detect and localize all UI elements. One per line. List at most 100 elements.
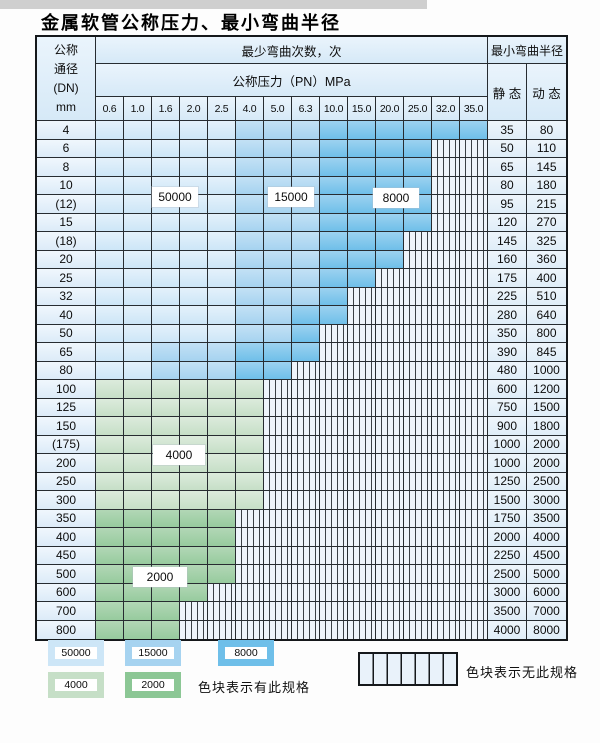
spec-cell bbox=[292, 343, 320, 362]
spec-cell bbox=[236, 398, 264, 417]
static-value-cell: 80 bbox=[488, 176, 527, 195]
no-spec-cell bbox=[432, 398, 460, 417]
spec-cell bbox=[208, 213, 236, 232]
static-value-cell: 480 bbox=[488, 361, 527, 380]
spec-cell bbox=[292, 287, 320, 306]
legend-swatch: 15000 bbox=[125, 640, 181, 666]
spec-cell bbox=[152, 509, 180, 528]
spec-cell bbox=[124, 509, 152, 528]
dynamic-value-cell: 80 bbox=[527, 121, 566, 140]
no-spec-cell bbox=[432, 343, 460, 362]
spec-cell bbox=[96, 380, 124, 399]
static-value-cell: 50 bbox=[488, 139, 527, 158]
dn-cell: 300 bbox=[37, 491, 96, 510]
no-spec-cell bbox=[460, 472, 488, 491]
dynamic-value-cell: 5000 bbox=[527, 565, 566, 584]
spec-cell bbox=[208, 546, 236, 565]
pressure-col-header: 2.0 bbox=[180, 97, 208, 121]
static-value-cell: 280 bbox=[488, 306, 527, 325]
pressure-col-header: 1.0 bbox=[124, 97, 152, 121]
no-spec-cell bbox=[320, 398, 348, 417]
spec-cell bbox=[404, 213, 432, 232]
no-spec-cell bbox=[292, 435, 320, 454]
spec-cell bbox=[180, 398, 208, 417]
spec-cell bbox=[236, 306, 264, 325]
dn-cell: 32 bbox=[37, 287, 96, 306]
no-spec-cell bbox=[292, 602, 320, 621]
dn-cell: 250 bbox=[37, 472, 96, 491]
no-spec-cell bbox=[376, 398, 404, 417]
spec-cell bbox=[124, 380, 152, 399]
spec-cell bbox=[376, 213, 404, 232]
static-value-cell: 1000 bbox=[488, 435, 527, 454]
spec-cell bbox=[348, 250, 376, 269]
spec-cell bbox=[124, 343, 152, 362]
no-spec-cell bbox=[376, 417, 404, 436]
spec-cell bbox=[208, 269, 236, 288]
no-spec-cell bbox=[376, 509, 404, 528]
spec-cell bbox=[208, 158, 236, 177]
no-spec-cell bbox=[432, 565, 460, 584]
no-spec-cell bbox=[376, 620, 404, 639]
spec-cell bbox=[236, 380, 264, 399]
spec-cell bbox=[180, 491, 208, 510]
spec-cell bbox=[320, 139, 348, 158]
dynamic-value-cell: 2000 bbox=[527, 454, 566, 473]
legend-swatch: 50000 bbox=[48, 640, 104, 666]
no-spec-cell bbox=[460, 583, 488, 602]
dn-cell: 150 bbox=[37, 417, 96, 436]
no-spec-cell bbox=[376, 602, 404, 621]
dn-cell: 40 bbox=[37, 306, 96, 325]
cycle-count-label: 15000 bbox=[268, 187, 314, 207]
spec-cell bbox=[124, 287, 152, 306]
no-spec-cell bbox=[292, 472, 320, 491]
dynamic-value-cell: 400 bbox=[527, 269, 566, 288]
dn-cell: 700 bbox=[37, 602, 96, 621]
dynamic-value-cell: 800 bbox=[527, 324, 566, 343]
dn-cell: 25 bbox=[37, 269, 96, 288]
spec-cell bbox=[264, 306, 292, 325]
no-spec-cell bbox=[404, 269, 432, 288]
spec-cell bbox=[208, 528, 236, 547]
spec-cell bbox=[152, 269, 180, 288]
pressure-col-header: 4.0 bbox=[236, 97, 264, 121]
no-spec-cell bbox=[404, 380, 432, 399]
spec-cell bbox=[152, 324, 180, 343]
no-spec-cell bbox=[376, 324, 404, 343]
spec-cell bbox=[236, 121, 264, 140]
no-spec-cell bbox=[404, 546, 432, 565]
no-spec-cell bbox=[460, 306, 488, 325]
dn-cell: 400 bbox=[37, 528, 96, 547]
dn-cell: 4 bbox=[37, 121, 96, 140]
spec-cell bbox=[236, 250, 264, 269]
no-spec-cell bbox=[348, 565, 376, 584]
spec-cell bbox=[264, 121, 292, 140]
spec-cell bbox=[180, 287, 208, 306]
spec-cell bbox=[152, 472, 180, 491]
no-spec-cell bbox=[432, 250, 460, 269]
spec-cell bbox=[180, 139, 208, 158]
no-spec-cell bbox=[460, 343, 488, 362]
spec-cell bbox=[208, 195, 236, 214]
no-spec-cell bbox=[348, 361, 376, 380]
no-spec-cell bbox=[432, 602, 460, 621]
spec-cell bbox=[208, 491, 236, 510]
no-spec-cell bbox=[348, 287, 376, 306]
legend-no-spec-text: 色块表示无此规格 bbox=[466, 665, 579, 680]
no-spec-cell bbox=[460, 287, 488, 306]
no-spec-cell bbox=[264, 398, 292, 417]
spec-cell bbox=[180, 121, 208, 140]
no-spec-cell bbox=[432, 306, 460, 325]
corner-header-line: (DN) bbox=[53, 80, 79, 95]
pressure-col-header: 6.3 bbox=[292, 97, 320, 121]
no-spec-cell bbox=[432, 269, 460, 288]
no-spec-cell bbox=[404, 398, 432, 417]
spec-cell bbox=[96, 250, 124, 269]
spec-cell bbox=[236, 491, 264, 510]
no-spec-cell bbox=[348, 435, 376, 454]
spec-cell bbox=[96, 195, 124, 214]
spec-cell bbox=[320, 250, 348, 269]
no-spec-cell bbox=[264, 620, 292, 639]
no-spec-cell bbox=[320, 324, 348, 343]
pressure-col-header: 32.0 bbox=[432, 97, 460, 121]
